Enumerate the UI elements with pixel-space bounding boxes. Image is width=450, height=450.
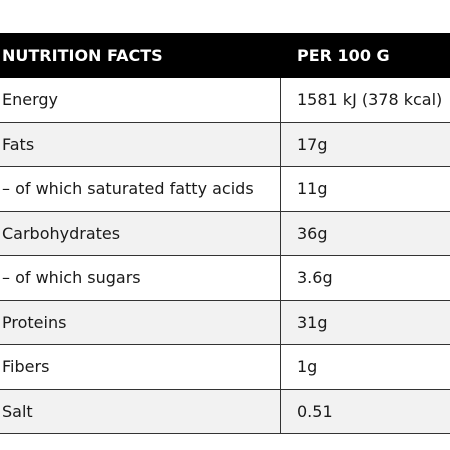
table-row: Energy 1581 kJ (378 kcal) [0, 78, 450, 123]
header-cell: NUTRITION FACTS [2, 46, 163, 65]
label-cell: Energy [0, 78, 281, 122]
value-cell: 0.51 [297, 401, 333, 421]
label-cell: Fats [0, 122, 281, 166]
value-cell: 36g [297, 223, 328, 243]
label-cell: Salt [0, 389, 281, 433]
label-cell: Carbohydrates [0, 211, 281, 255]
header-cell: PER 100 G [297, 46, 390, 65]
table-row: Salt 0.51 [0, 389, 450, 434]
table-row: Carbohydrates 36g [0, 211, 450, 256]
label-cell: Fibers [0, 345, 281, 389]
table-row: Fats 17g [0, 122, 450, 167]
value-cell: 1581 kJ (378 kcal) [297, 90, 443, 110]
table-row: Fibers 1g [0, 345, 450, 390]
nutrition-table: NUTRITION FACTS PER 100 G Energy 1581 kJ … [0, 33, 450, 434]
value-cell: 17g [297, 134, 328, 154]
value-cell: 31g [297, 312, 328, 332]
table-row: – of which sugars 3.6g [0, 256, 450, 301]
label-cell: Proteins [0, 300, 281, 344]
value-cell: 3.6g [297, 268, 333, 288]
table-header: NUTRITION FACTS PER 100 G [0, 33, 450, 78]
value-cell: 11g [297, 179, 328, 199]
table-row: – of which saturated fatty acids 11g [0, 167, 450, 212]
label-cell: – of which saturated fatty acids [0, 167, 281, 211]
label-cell: – of which sugars [0, 256, 281, 300]
value-cell: 1g [297, 357, 318, 377]
table-row: Proteins 31g [0, 300, 450, 345]
